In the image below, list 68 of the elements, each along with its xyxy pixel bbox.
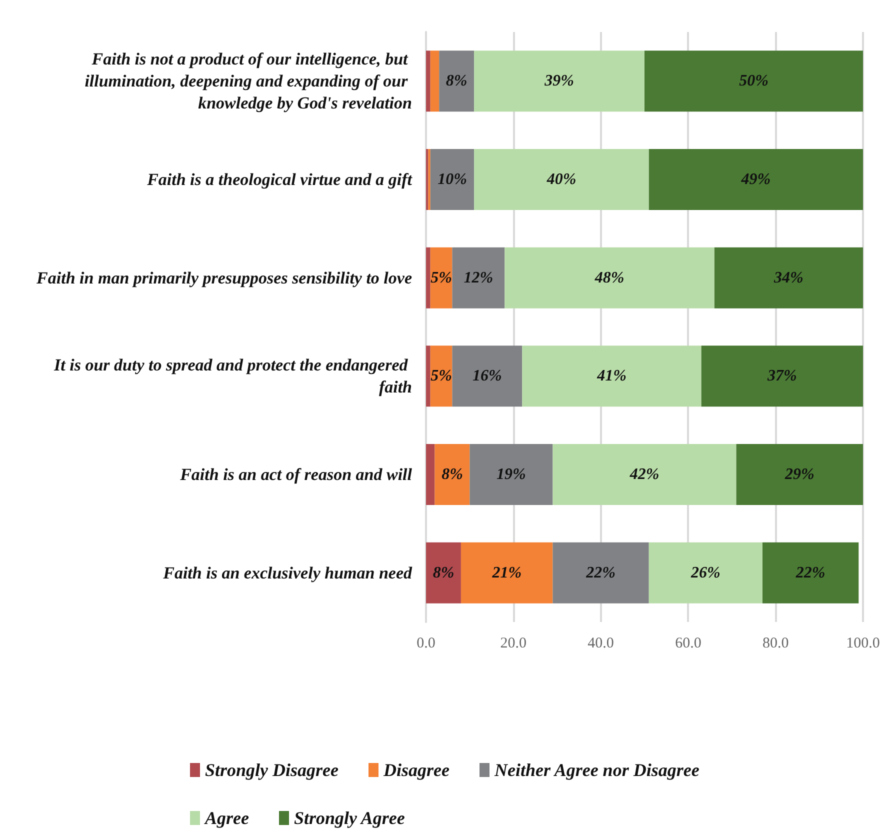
bar — [426, 346, 430, 407]
x-tick-label: 20.0 — [500, 636, 527, 652]
bar — [701, 346, 863, 407]
bar — [430, 346, 452, 407]
bar — [426, 247, 430, 308]
y-tick-label: Faith is an exclusively human need — [162, 563, 412, 582]
y-tick-label: Faith is not a product of our intelligence, but illumination, deepening and expanding of our knowledge by God's revelation — [84, 50, 412, 113]
data-label: 5% — [430, 269, 452, 286]
bar — [426, 542, 461, 604]
data-label: 50% — [739, 72, 768, 90]
x-tick-label: 80.0 — [762, 636, 789, 652]
bar — [430, 50, 440, 112]
bar — [714, 247, 863, 308]
bar — [452, 346, 522, 407]
y-tick-label: Faith in man primarily presupposes sensibility to love — [36, 268, 412, 288]
legend-label: Neither Agree nor Disagree — [493, 760, 700, 780]
bar — [522, 346, 702, 407]
data-label: 8% — [442, 466, 463, 483]
legend-label: Strongly Agree — [294, 808, 405, 828]
bar — [504, 247, 714, 308]
data-label: 21% — [491, 564, 522, 582]
bar — [474, 50, 644, 112]
bar — [470, 444, 553, 505]
data-label: 29% — [784, 466, 814, 483]
legend-label: Agree — [204, 808, 249, 828]
bar — [552, 542, 649, 604]
bar — [434, 444, 470, 505]
bar — [430, 247, 452, 308]
data-label: 41% — [596, 368, 626, 385]
data-label: 42% — [628, 466, 660, 483]
y-tick-label: It is our duty to spread and protect the endangered faith — [53, 356, 412, 397]
bar — [552, 444, 736, 505]
bar — [426, 444, 435, 505]
bar — [430, 149, 474, 210]
x-tick-label: 60.0 — [675, 636, 702, 652]
bar — [648, 149, 863, 210]
legend-label: Disagree — [382, 760, 450, 780]
x-tick-label: 0.0 — [416, 636, 436, 652]
legend-label: Strongly Disagree — [205, 760, 339, 780]
data-label: 5% — [430, 368, 452, 385]
data-label: 8% — [432, 564, 454, 582]
y-tick-label: Faith is a theological virtue and a gift — [146, 170, 414, 189]
data-label: 48% — [594, 269, 624, 286]
bar — [460, 542, 553, 604]
bar — [648, 542, 762, 604]
data-label: 22% — [585, 564, 616, 582]
data-label: 12% — [464, 269, 494, 286]
data-label: 40% — [546, 171, 576, 188]
data-label: 26% — [690, 564, 720, 582]
data-label: 34% — [773, 269, 804, 286]
x-tick-label: 100.0 — [846, 636, 880, 652]
data-label: 49% — [740, 171, 771, 188]
data-label: 19% — [496, 466, 526, 483]
bar — [452, 247, 505, 308]
data-label: 22% — [794, 564, 826, 582]
data-label: 39% — [544, 72, 574, 90]
bar — [736, 444, 863, 505]
data-label: 37% — [766, 368, 797, 385]
bar — [439, 50, 474, 112]
bar — [426, 50, 430, 112]
bar — [474, 149, 649, 210]
x-tick-label: 40.0 — [588, 636, 614, 652]
y-tick-label: Faith is an act of reason and will — [179, 465, 412, 484]
data-label: 10% — [438, 171, 467, 188]
bar — [762, 542, 859, 604]
data-label: 8% — [446, 72, 468, 90]
bar — [644, 50, 863, 112]
data-label: 16% — [472, 368, 502, 385]
